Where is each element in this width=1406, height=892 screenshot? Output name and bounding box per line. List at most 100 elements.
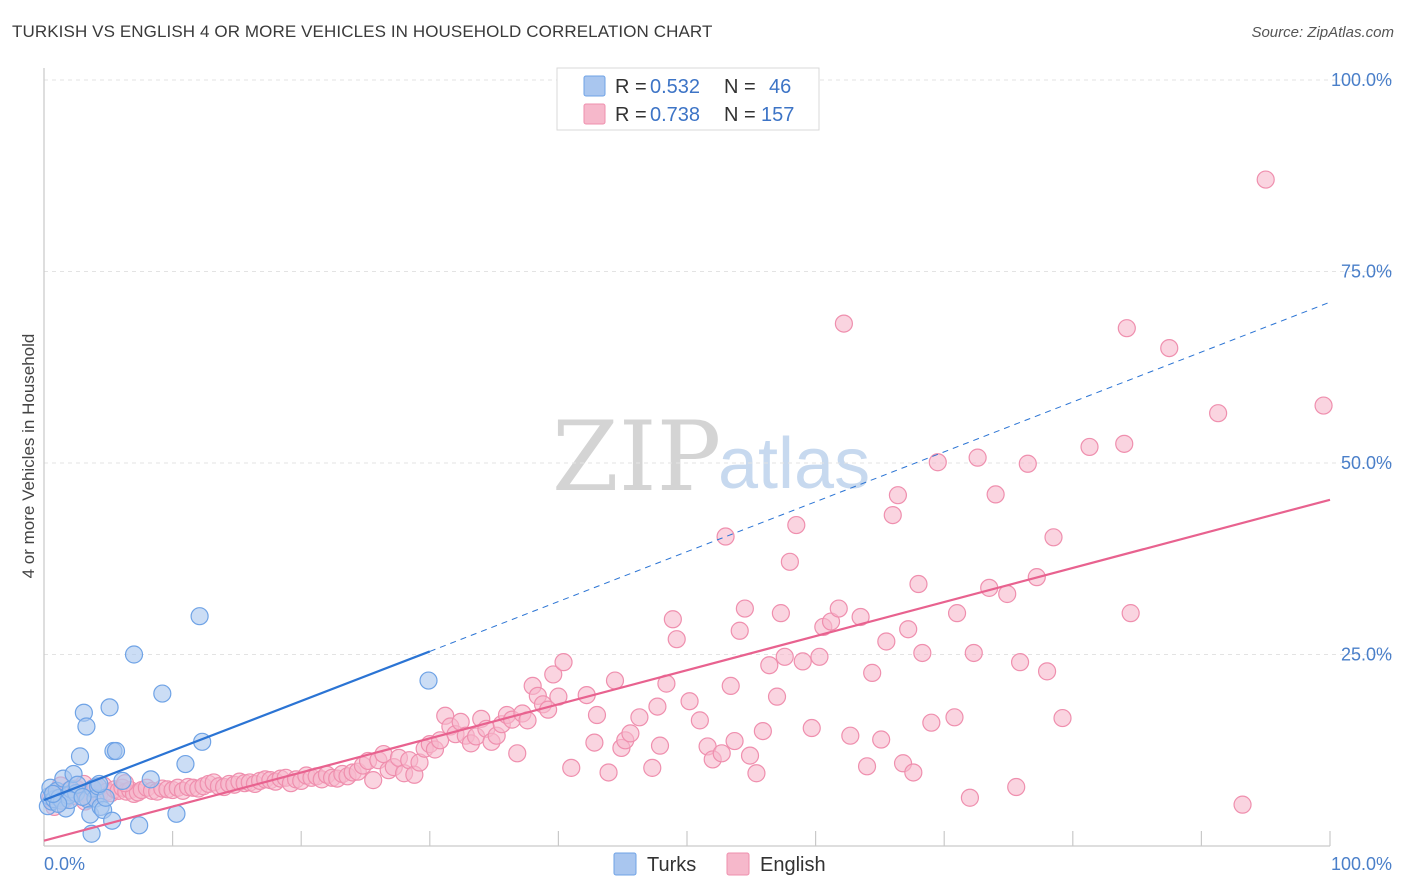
english-point [771, 604, 790, 623]
english-point [1080, 437, 1099, 457]
turks-point [100, 698, 119, 717]
english-point [667, 630, 686, 649]
english-point [1115, 434, 1134, 453]
english-point [810, 647, 829, 666]
trendlines [43, 301, 1331, 842]
turks-n-value: 46 [769, 76, 791, 98]
english-point [1256, 170, 1275, 189]
stats-legend: R = 0.532 N = 46 R = 0.738 N = 157 [556, 67, 820, 131]
english-point [802, 718, 821, 738]
english-point [872, 730, 891, 749]
turks-point [124, 645, 144, 664]
english-legend-swatch [726, 852, 750, 876]
y-tick-label: 75.0% [1341, 262, 1392, 282]
gridlines [44, 79, 1392, 655]
english-point [1314, 396, 1333, 415]
series-legend: Turks English [613, 852, 826, 876]
turks-r-value: 0.532 [650, 76, 700, 98]
x-ticks [43, 831, 1331, 846]
english-point [945, 708, 964, 727]
turks-point [130, 816, 149, 835]
english-trendline [43, 498, 1331, 842]
english-point [643, 758, 662, 777]
english-point [648, 697, 667, 716]
turks-point [77, 717, 96, 736]
english-point [364, 771, 383, 790]
english-legend-label: English [760, 854, 826, 876]
chart-title: TURKISH VS ENGLISH 4 OR MORE VEHICLES IN… [12, 22, 713, 41]
english-point [1037, 662, 1057, 681]
english-r-value: 0.738 [650, 104, 700, 126]
y-tick-label: 50.0% [1341, 453, 1392, 473]
english-point [904, 763, 923, 782]
y-tick-label: 25.0% [1341, 645, 1392, 665]
watermark-atlas: atlas [718, 424, 870, 504]
english-point [1018, 454, 1037, 473]
english-point [650, 736, 670, 755]
english-point [909, 574, 928, 594]
turks-point [419, 671, 438, 690]
turks-swatch [583, 75, 606, 97]
english-point [793, 652, 812, 671]
english-point [947, 604, 967, 623]
english-n-label: N = [724, 104, 756, 126]
english-point [747, 764, 766, 783]
english-point [883, 505, 902, 525]
english-point [841, 726, 860, 745]
turks-point [70, 747, 90, 766]
english-point [863, 663, 882, 682]
english-point [663, 610, 682, 629]
turks-point [153, 684, 172, 703]
english-point [1053, 708, 1072, 728]
english-point [508, 744, 527, 763]
english-point [544, 665, 563, 684]
english-point [775, 647, 794, 666]
turks-legend-label: Turks [647, 854, 696, 876]
english-point [1209, 404, 1228, 423]
source-label: Source: ZipAtlas.com [1251, 24, 1394, 41]
turks-point [190, 607, 209, 626]
english-point [1117, 319, 1136, 338]
english-point [986, 485, 1005, 504]
english-point [888, 486, 908, 505]
english-point [1010, 653, 1030, 672]
x-tick-label-min: 0.0% [44, 854, 85, 874]
english-point [913, 643, 932, 663]
english-point [928, 453, 947, 472]
english-point [767, 687, 787, 706]
english-point [585, 733, 604, 752]
turks-point [141, 770, 160, 789]
english-point [964, 643, 983, 663]
english-point [968, 448, 987, 467]
turks-r-label: R = [615, 76, 647, 98]
watermark-zip: ZIP [552, 401, 721, 513]
english-point [630, 708, 649, 727]
english-point [735, 599, 754, 618]
turks-legend-swatch [613, 852, 637, 876]
english-point [899, 620, 918, 639]
english-point [960, 788, 980, 807]
english-point [1007, 777, 1026, 797]
english-series [41, 170, 1333, 817]
english-point [780, 552, 799, 571]
english-point [1233, 795, 1252, 814]
english-point [725, 731, 744, 751]
english-point [621, 724, 640, 743]
turks-point [106, 741, 126, 761]
english-point [562, 758, 581, 777]
turks-trendline [43, 650, 431, 802]
english-point [721, 676, 740, 696]
english-point [690, 711, 709, 730]
english-point [554, 653, 573, 672]
english-point [730, 621, 749, 640]
english-point [753, 721, 772, 741]
english-point [857, 757, 877, 776]
english-point [712, 744, 731, 763]
y-tick-labels: 25.0% 50.0% 75.0% 100.0% [1331, 70, 1392, 665]
english-point [1044, 528, 1063, 547]
english-point [605, 671, 625, 690]
english-point [922, 713, 941, 732]
turks-point [176, 754, 195, 774]
turks-point [113, 771, 132, 790]
